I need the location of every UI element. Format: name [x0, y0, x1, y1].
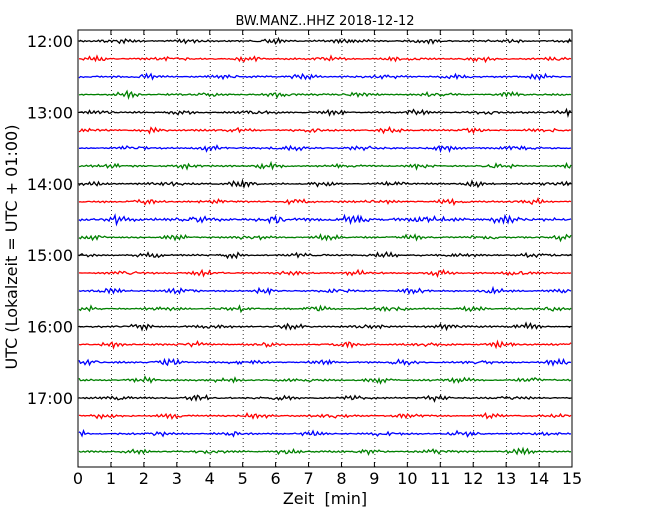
trace-row-16 [78, 321, 572, 332]
x-tick-label-7: 7 [303, 469, 313, 488]
trace-row-2 [78, 72, 572, 81]
trace-row-22 [78, 428, 572, 438]
trace-row-8 [78, 178, 572, 189]
trace-row-12 [78, 251, 572, 260]
trace-group [78, 36, 572, 457]
x-tick-label-0: 0 [73, 469, 83, 488]
x-tick-label-1: 1 [106, 469, 116, 488]
x-tick-label-6: 6 [271, 469, 281, 488]
vertical-grid [111, 30, 540, 467]
trace-row-13 [78, 268, 572, 279]
trace-row-17 [78, 339, 572, 350]
trace-row-9 [78, 196, 572, 207]
trace-row-0 [78, 36, 572, 45]
y-tick-label-0: 12:00 [27, 32, 73, 51]
x-tick-label-5: 5 [238, 469, 248, 488]
y-axis: 12:00 13:00 14:00 15:00 16:00 17:00 [27, 32, 572, 408]
x-tick-label-14: 14 [529, 469, 549, 488]
trace-row-23 [78, 446, 572, 457]
trace-row-11 [78, 232, 572, 243]
x-axis: 0 1 2 3 4 5 6 7 8 9 10 11 12 13 14 15 [73, 30, 582, 488]
x-tick-label-8: 8 [336, 469, 346, 488]
trace-row-14 [78, 285, 572, 296]
trace-row-18 [78, 357, 572, 367]
y-tick-label-2: 14:00 [27, 175, 73, 194]
trace-row-7 [78, 160, 572, 171]
trace-row-20 [78, 394, 572, 403]
chart-title: BW.MANZ..HHZ 2018-12-12 [235, 14, 414, 29]
x-axis-label: Zeit [min] [283, 489, 367, 508]
x-tick-label-13: 13 [496, 469, 516, 488]
trace-row-6 [78, 144, 572, 154]
trace-row-5 [78, 125, 572, 135]
y-tick-label-3: 15:00 [27, 246, 73, 265]
x-tick-label-2: 2 [139, 469, 149, 488]
trace-row-1 [78, 54, 572, 64]
plot-frame [77, 29, 573, 468]
y-tick-label-1: 13:00 [27, 103, 73, 122]
trace-row-10 [78, 213, 572, 227]
x-tick-label-10: 10 [397, 469, 417, 488]
trace-row-15 [78, 304, 572, 314]
trace-row-4 [78, 107, 572, 118]
trace-row-21 [78, 411, 572, 421]
x-tick-label-4: 4 [205, 469, 215, 488]
y-tick-label-5: 17:00 [27, 389, 73, 408]
x-tick-label-15: 15 [562, 469, 582, 488]
x-tick-label-11: 11 [430, 469, 450, 488]
x-tick-label-12: 12 [463, 469, 483, 488]
x-tick-label-3: 3 [172, 469, 182, 488]
trace-row-3 [78, 89, 572, 100]
y-tick-label-4: 16:00 [27, 318, 73, 337]
x-tick-label-9: 9 [369, 469, 379, 488]
y-axis-label: UTC (Lokalzeit = UTC + 01:00) [2, 125, 21, 370]
trace-row-19 [78, 375, 572, 385]
